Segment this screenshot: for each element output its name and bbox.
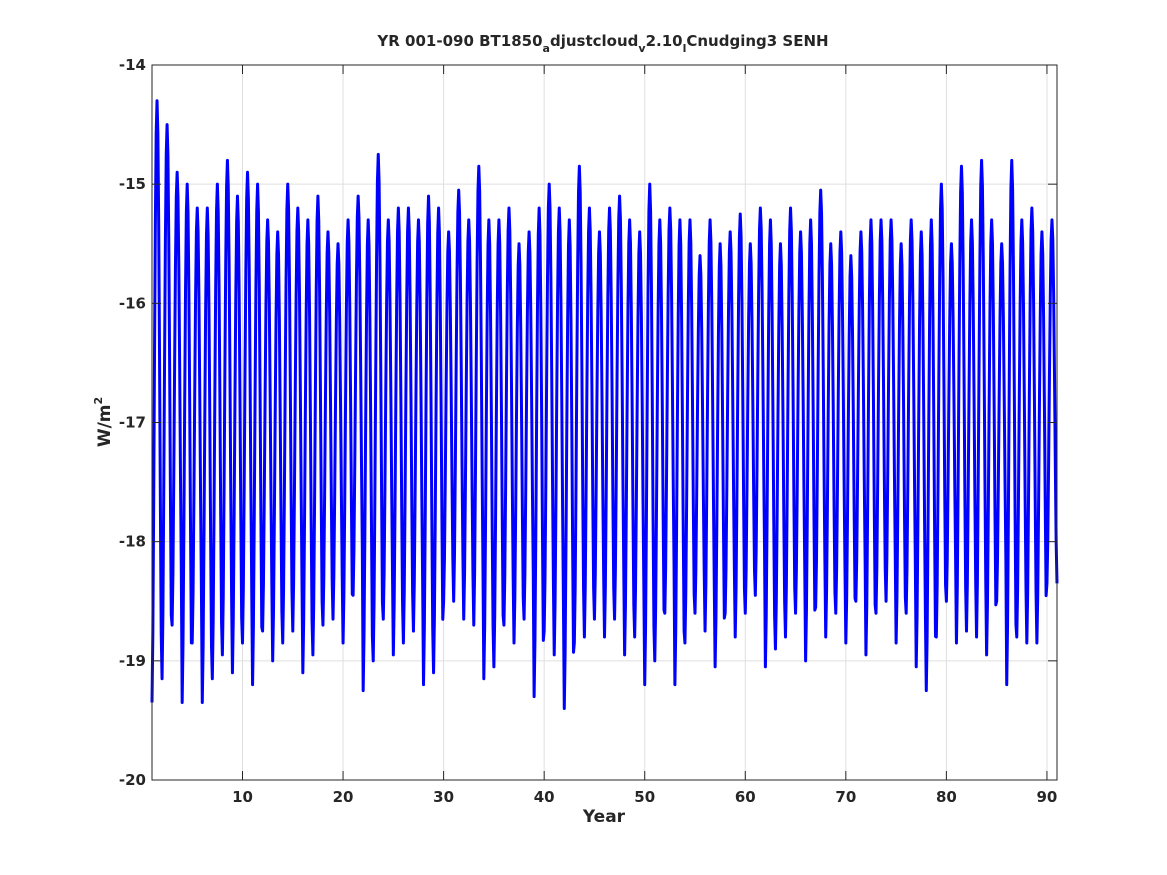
chart-title: YR 001-090 BT1850adjustcloudv2.10lCnudgi… xyxy=(376,32,828,55)
x-tick-label: 90 xyxy=(1037,788,1058,806)
y-tick-label: -14 xyxy=(119,56,146,74)
x-tick-label: 20 xyxy=(333,788,354,806)
y-tick-label: -16 xyxy=(119,294,146,312)
y-tick-label: -15 xyxy=(119,175,146,193)
plot-area xyxy=(150,64,1059,781)
x-axis-label: Year xyxy=(582,807,626,827)
y-tick-label: -18 xyxy=(119,533,146,551)
y-tick-label: -20 xyxy=(119,771,146,789)
x-tick-label: 10 xyxy=(232,788,253,806)
y-tick-label: -19 xyxy=(119,652,146,670)
y-tick-label: -17 xyxy=(119,414,146,432)
y-tick-labels: -14 -15 -16 -17 -18 -19 -20 xyxy=(119,56,146,789)
x-tick-label: 60 xyxy=(735,788,756,806)
x-tick-label: 50 xyxy=(634,788,655,806)
x-tick-label: 40 xyxy=(534,788,555,806)
y-axis-label: W/m2 xyxy=(92,397,115,447)
x-tick-label: 30 xyxy=(433,788,454,806)
tick-marks xyxy=(152,64,1057,781)
series-line xyxy=(150,99,1059,710)
x-tick-label: 80 xyxy=(936,788,957,806)
series-layer xyxy=(150,99,1059,710)
x-tick-label: 70 xyxy=(835,788,856,806)
x-tick-labels: 10 20 30 40 50 60 70 80 90 xyxy=(232,788,1057,806)
